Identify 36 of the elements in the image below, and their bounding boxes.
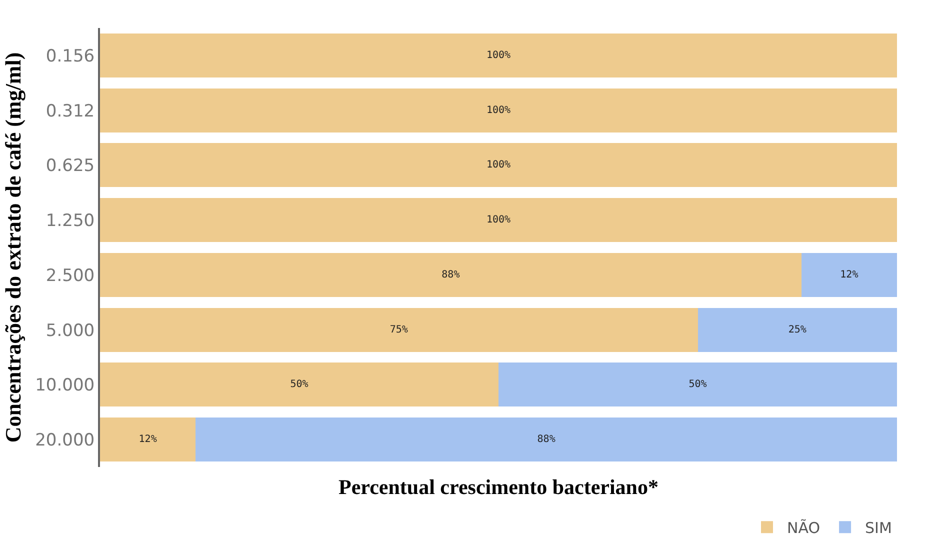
y-tick-label: 0.156 xyxy=(46,46,95,66)
y-tick-label: 0.625 xyxy=(46,156,95,176)
data-label: 12% xyxy=(840,269,858,280)
y-tick-label: 5.000 xyxy=(46,320,95,341)
data-label: 75% xyxy=(390,324,408,336)
data-label: 88% xyxy=(442,269,460,280)
legend-label: SIM xyxy=(865,519,892,537)
x-axis-title: Percentual crescimento bacteriano* xyxy=(338,475,658,500)
bar xyxy=(100,88,897,132)
bar xyxy=(801,252,897,297)
bar xyxy=(100,308,698,352)
data-label: 25% xyxy=(788,324,806,336)
bar xyxy=(100,33,897,78)
y-tick-label: 0.312 xyxy=(46,101,95,122)
bar xyxy=(100,362,498,407)
data-label: 100% xyxy=(486,160,511,171)
y-tick-label: 1.250 xyxy=(46,211,95,232)
data-label: 100% xyxy=(486,214,511,226)
y-axis-title: Concentrações do extrato de café (mg/ml) xyxy=(0,52,26,443)
bar xyxy=(100,252,802,297)
data-label: 100% xyxy=(486,104,511,116)
y-tick-label: 20.000 xyxy=(35,430,95,451)
bar xyxy=(498,362,897,407)
data-label: 12% xyxy=(138,434,157,446)
bar xyxy=(698,308,897,352)
y-tick-label: 10.000 xyxy=(35,376,95,396)
bar xyxy=(100,198,897,242)
data-label: 50% xyxy=(688,379,707,390)
data-label: 100% xyxy=(486,50,511,61)
data-label: 88% xyxy=(537,434,556,446)
legend-label: NÃO xyxy=(787,519,820,537)
bar xyxy=(196,418,897,462)
bar xyxy=(100,418,196,462)
data-label: 50% xyxy=(290,379,308,390)
y-tick-label: 2.500 xyxy=(46,266,95,286)
bar xyxy=(100,143,897,188)
